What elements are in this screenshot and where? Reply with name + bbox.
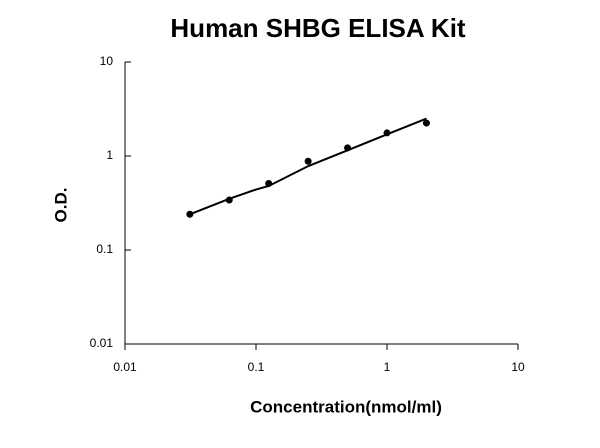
y-axis-title: O.D. [51,188,70,223]
data-point [422,119,430,127]
x-tick-label: 10 [511,360,525,374]
x-tick-label: 0.01 [113,360,137,374]
data-point [344,144,352,152]
data-point [304,157,312,165]
data-point [225,196,233,204]
y-tick-label: 10 [100,54,114,68]
fit-curve [189,117,427,216]
y-tick-label: 0.01 [90,336,114,350]
x-axis-title: Concentration(nmol/ml) [250,397,442,416]
data-point [383,129,391,137]
x-tick-label: 0.1 [248,360,265,374]
data-point [186,210,194,218]
chart-title: Human SHBG ELISA Kit [170,13,466,43]
data-point [265,179,273,187]
x-tick-label: 1 [384,360,391,374]
y-tick-label: 0.1 [96,242,113,256]
y-tick-label: 1 [106,148,113,162]
